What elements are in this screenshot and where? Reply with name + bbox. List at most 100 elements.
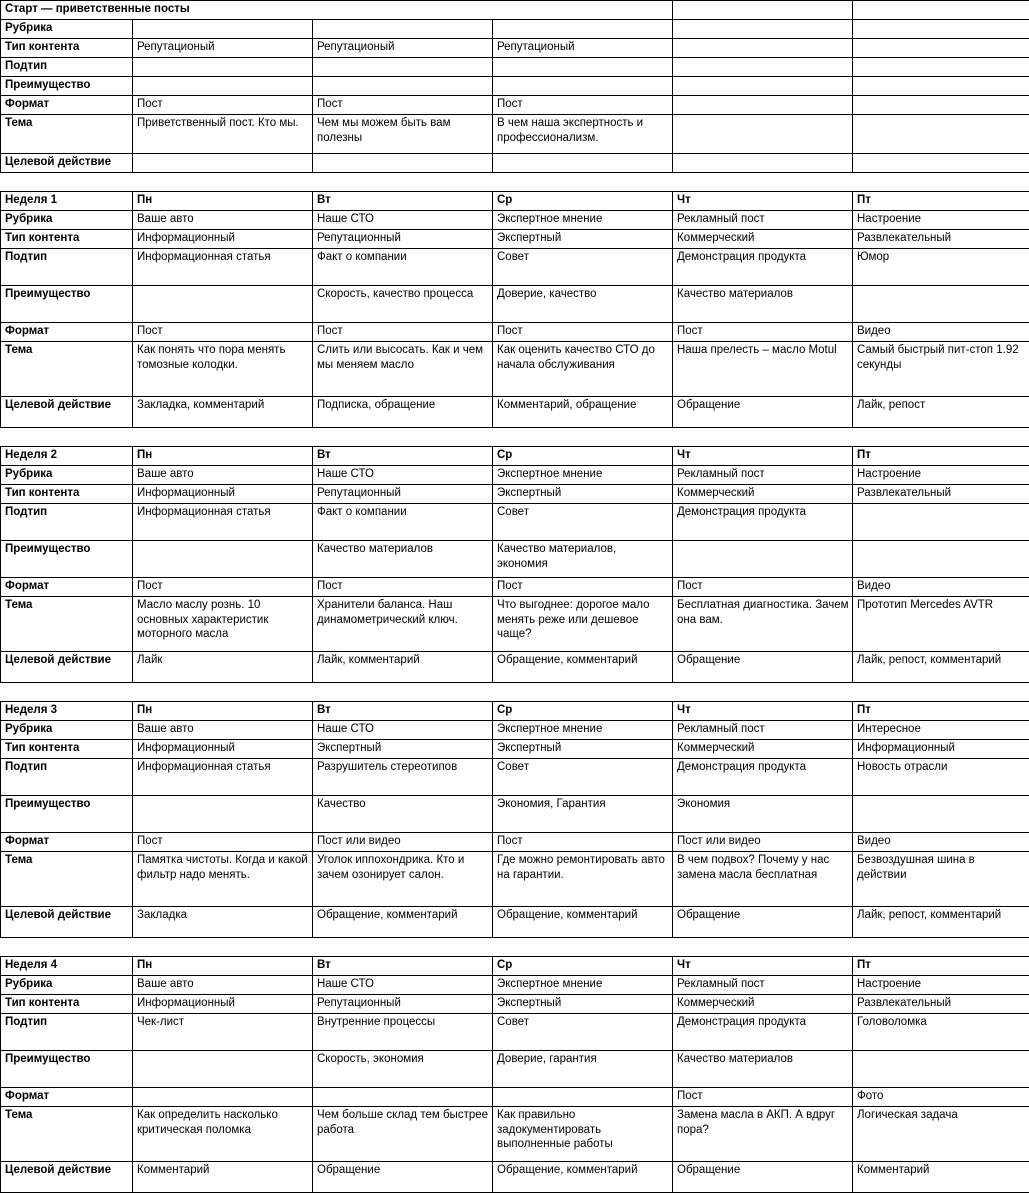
cell-w1-theme-fri[interactable]: Самый быстрый пит-стоп 1.92 секунды	[853, 342, 1029, 397]
cell-w1-theme-tue[interactable]: Слить или высосать. Как и чем мы меняем …	[313, 342, 493, 397]
cell-w3-target-action-fri[interactable]: Лайк, репост, комментарий	[853, 907, 1029, 938]
cell-w4-target-action-mon[interactable]: Комментарий	[133, 1162, 313, 1193]
cell-w1-advantage-wed[interactable]: Доверие, качество	[493, 286, 673, 323]
cell-intro-theme-1[interactable]: Чем мы можем быть вам полезны	[313, 115, 493, 154]
cell-w1-content-type-wed[interactable]: Экспертный	[493, 230, 673, 249]
cell-w2-target-action-thu[interactable]: Обращение	[673, 652, 853, 683]
cell-w4-target-action-wed[interactable]: Обращение, комментарий	[493, 1162, 673, 1193]
cell-w2-subtype-fri[interactable]	[853, 504, 1029, 541]
cell-w4-subtype-thu[interactable]: Демонстрация продукта	[673, 1014, 853, 1051]
cell-w2-content-type-fri[interactable]: Развлекательный	[853, 485, 1029, 504]
cell-w1-advantage-fri[interactable]	[853, 286, 1029, 323]
cell-w3-format-tue[interactable]: Пост или видео	[313, 833, 493, 852]
cell-w3-advantage-wed[interactable]: Экономия, Гарантия	[493, 796, 673, 833]
cell-w4-format-thu[interactable]: Пост	[673, 1088, 853, 1107]
cell-w2-advantage-tue[interactable]: Качество материалов	[313, 541, 493, 578]
cell-intro-content-type-0[interactable]: Репутационый	[133, 39, 313, 58]
cell-intro-target-action-3[interactable]	[673, 154, 853, 173]
cell-w2-content-type-mon[interactable]: Информационный	[133, 485, 313, 504]
cell-intro-theme-3[interactable]	[673, 115, 853, 154]
cell-w3-rubric-mon[interactable]: Ваше авто	[133, 721, 313, 740]
cell-intro-format-4[interactable]	[853, 96, 1029, 115]
cell-w4-theme-wed[interactable]: Как правильно задокументировать выполнен…	[493, 1107, 673, 1162]
cell-w3-subtype-mon[interactable]: Информационная статья	[133, 759, 313, 796]
cell-intro-format-0[interactable]: Пост	[133, 96, 313, 115]
cell-intro-rubric-0[interactable]	[133, 20, 313, 39]
cell-intro-target-action-4[interactable]	[853, 154, 1029, 173]
cell-intro-rubric-3[interactable]	[673, 20, 853, 39]
cell-intro-content-type-1[interactable]: Репутационый	[313, 39, 493, 58]
cell-w4-theme-tue[interactable]: Чем больше склад тем быстрее работа	[313, 1107, 493, 1162]
cell-w3-target-action-tue[interactable]: Обращение, комментарий	[313, 907, 493, 938]
cell-intro-target-action-0[interactable]	[133, 154, 313, 173]
cell-w4-theme-fri[interactable]: Логическая задача	[853, 1107, 1029, 1162]
cell-w3-advantage-tue[interactable]: Качество	[313, 796, 493, 833]
cell-w2-content-type-thu[interactable]: Коммерческий	[673, 485, 853, 504]
cell-intro-content-type-4[interactable]	[853, 39, 1029, 58]
cell-w4-rubric-wed[interactable]: Экспертное мнение	[493, 976, 673, 995]
cell-w2-theme-thu[interactable]: Бесплатная диагностика. Зачем она вам.	[673, 597, 853, 652]
cell-w4-rubric-thu[interactable]: Рекламный пост	[673, 976, 853, 995]
cell-w2-target-action-wed[interactable]: Обращение, комментарий	[493, 652, 673, 683]
cell-intro-rubric-1[interactable]	[313, 20, 493, 39]
cell-intro-subtype-3[interactable]	[673, 58, 853, 77]
cell-w4-theme-mon[interactable]: Как определить насколько критическая пол…	[133, 1107, 313, 1162]
cell-w3-subtype-tue[interactable]: Разрушитель стереотипов	[313, 759, 493, 796]
cell-w2-rubric-fri[interactable]: Настроение	[853, 466, 1029, 485]
cell-w4-subtype-tue[interactable]: Внутренние процессы	[313, 1014, 493, 1051]
cell-intro-subtype-4[interactable]	[853, 58, 1029, 77]
cell-w4-format-mon[interactable]	[133, 1088, 313, 1107]
cell-w2-format-fri[interactable]: Видео	[853, 578, 1029, 597]
cell-w4-content-type-mon[interactable]: Информационный	[133, 995, 313, 1014]
cell-w1-content-type-tue[interactable]: Репутационный	[313, 230, 493, 249]
cell-w4-subtype-mon[interactable]: Чек-лист	[133, 1014, 313, 1051]
cell-w1-format-mon[interactable]: Пост	[133, 323, 313, 342]
cell-w4-advantage-wed[interactable]: Доверие, гарантия	[493, 1051, 673, 1088]
cell-w3-theme-tue[interactable]: Уголок иппохондрика. Кто и зачем озониру…	[313, 852, 493, 907]
cell-intro-rubric-4[interactable]	[853, 20, 1029, 39]
cell-w2-subtype-tue[interactable]: Факт о компании	[313, 504, 493, 541]
cell-w4-advantage-thu[interactable]: Качество материалов	[673, 1051, 853, 1088]
cell-intro-advantage-4[interactable]	[853, 77, 1029, 96]
cell-w1-subtype-mon[interactable]: Информационная статья	[133, 249, 313, 286]
cell-w2-theme-tue[interactable]: Хранители баланса. Наш динамометрический…	[313, 597, 493, 652]
cell-w3-format-thu[interactable]: Пост или видео	[673, 833, 853, 852]
cell-w3-theme-wed[interactable]: Где можно ремонтировать авто на гарантии…	[493, 852, 673, 907]
cell-w3-format-mon[interactable]: Пост	[133, 833, 313, 852]
cell-w2-subtype-wed[interactable]: Совет	[493, 504, 673, 541]
cell-w2-advantage-wed[interactable]: Качество материалов, экономия	[493, 541, 673, 578]
cell-w1-advantage-tue[interactable]: Скорость, качество процесса	[313, 286, 493, 323]
cell-intro-advantage-0[interactable]	[133, 77, 313, 96]
cell-w3-format-wed[interactable]: Пост	[493, 833, 673, 852]
cell-w4-advantage-mon[interactable]	[133, 1051, 313, 1088]
cell-w3-theme-thu[interactable]: В чем подвох? Почему у нас замена масла …	[673, 852, 853, 907]
cell-w1-theme-thu[interactable]: Наша прелесть – масло Motul	[673, 342, 853, 397]
cell-intro-target-action-2[interactable]	[493, 154, 673, 173]
cell-w3-subtype-thu[interactable]: Демонстрация продукта	[673, 759, 853, 796]
cell-w4-advantage-tue[interactable]: Скорость, экономия	[313, 1051, 493, 1088]
cell-w1-format-tue[interactable]: Пост	[313, 323, 493, 342]
cell-w4-content-type-thu[interactable]: Коммерческий	[673, 995, 853, 1014]
cell-w2-subtype-mon[interactable]: Информационная статья	[133, 504, 313, 541]
cell-intro-target-action-1[interactable]	[313, 154, 493, 173]
cell-w1-subtype-wed[interactable]: Совет	[493, 249, 673, 286]
cell-w1-rubric-wed[interactable]: Экспертное мнение	[493, 211, 673, 230]
cell-w4-rubric-fri[interactable]: Настроение	[853, 976, 1029, 995]
cell-w4-content-type-tue[interactable]: Репутационный	[313, 995, 493, 1014]
cell-w3-advantage-mon[interactable]	[133, 796, 313, 833]
cell-w4-format-tue[interactable]	[313, 1088, 493, 1107]
cell-w4-target-action-thu[interactable]: Обращение	[673, 1162, 853, 1193]
cell-w4-format-fri[interactable]: Фото	[853, 1088, 1029, 1107]
cell-w4-advantage-fri[interactable]	[853, 1051, 1029, 1088]
cell-w1-content-type-mon[interactable]: Информационный	[133, 230, 313, 249]
cell-intro-subtype-2[interactable]	[493, 58, 673, 77]
cell-w4-target-action-fri[interactable]: Комментарий	[853, 1162, 1029, 1193]
cell-w3-target-action-thu[interactable]: Обращение	[673, 907, 853, 938]
cell-w4-subtype-wed[interactable]: Совет	[493, 1014, 673, 1051]
cell-w2-rubric-thu[interactable]: Рекламный пост	[673, 466, 853, 485]
cell-w1-rubric-fri[interactable]: Настроение	[853, 211, 1029, 230]
cell-w2-subtype-thu[interactable]: Демонстрация продукта	[673, 504, 853, 541]
cell-w3-content-type-mon[interactable]: Информационный	[133, 740, 313, 759]
cell-w2-format-wed[interactable]: Пост	[493, 578, 673, 597]
cell-intro-subtype-0[interactable]	[133, 58, 313, 77]
